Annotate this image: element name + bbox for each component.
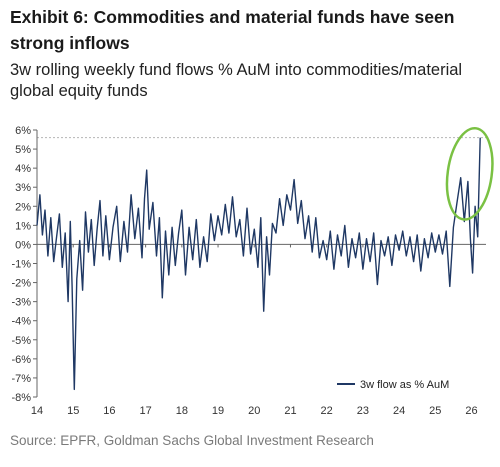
x-tick-label: 19 [212, 405, 224, 417]
series-line [36, 137, 481, 391]
x-tick-label: 26 [465, 405, 477, 417]
chart-title: Exhibit 6: Commodities and material fund… [10, 7, 455, 53]
x-tick-label: 14 [31, 405, 43, 417]
y-tick-label: -7% [11, 373, 31, 385]
x-tick-label: 16 [103, 405, 115, 417]
x-tick-label: 20 [248, 405, 260, 417]
y-tick-label: -3% [11, 297, 31, 309]
y-tick-label: -4% [11, 316, 31, 328]
legend-label: 3w flow as % AuM [360, 379, 449, 391]
y-tick-label: 6% [15, 125, 31, 137]
x-tick-label: 22 [321, 405, 333, 417]
y-tick-label: -6% [11, 354, 31, 366]
y-tick-label: 2% [15, 201, 31, 213]
y-tick-label: 0% [15, 239, 31, 251]
y-tick-label: 3% [15, 182, 31, 194]
highlight-layer [445, 126, 494, 221]
y-tick-label: -2% [11, 278, 31, 290]
x-tick-label: 17 [140, 405, 152, 417]
x-tick-label: 15 [67, 405, 79, 417]
chart-axes: 6% 5% 4% 3% 2% 1% 0% -1% -2% -3% -4% -5% -6% -7% -8%14… [11, 125, 486, 417]
y-tick-label: 5% [15, 144, 31, 156]
chart-subtitle: 3w rolling weekly fund flows % AuM into … [10, 61, 463, 100]
y-tick-label: 1% [15, 220, 31, 232]
y-tick-label: -8% [11, 392, 31, 404]
chart-legend: 3w flow as % AuM [337, 379, 449, 391]
series-layer [36, 137, 481, 391]
y-tick-label: -5% [11, 335, 31, 347]
x-tick-label: 23 [357, 405, 369, 417]
y-tick-label: -1% [11, 259, 31, 271]
x-tick-label: 18 [176, 405, 188, 417]
x-tick-label: 24 [393, 405, 405, 417]
chart-source: Source: EPFR, Goldman Sachs Global Inves… [10, 433, 374, 448]
x-tick-label: 25 [429, 405, 441, 417]
x-tick-label: 21 [284, 405, 296, 417]
y-tick-label: 4% [15, 163, 31, 175]
highlight-ellipse [445, 126, 494, 221]
